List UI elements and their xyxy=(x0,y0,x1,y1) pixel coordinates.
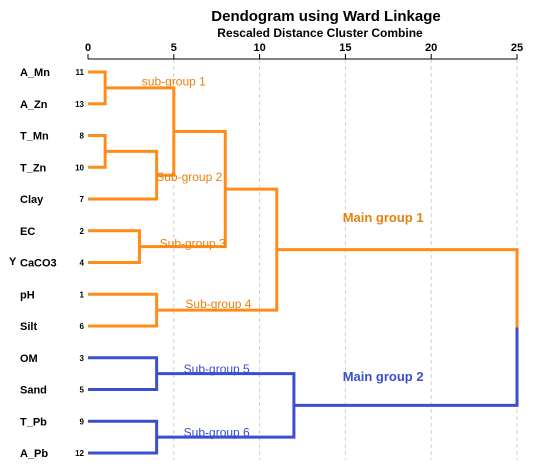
leaf-label: pH xyxy=(20,289,35,301)
leaf-case-number: 1 xyxy=(80,290,85,299)
leaf-label: A_Mn xyxy=(20,67,50,79)
group-annotation: Sub-group 5 xyxy=(184,362,250,376)
leaf-case-number: 10 xyxy=(75,163,84,172)
group-annotation: sub-group 1 xyxy=(142,75,206,89)
group-annotation: Main group 2 xyxy=(343,369,424,384)
chart-title: Dendogram using Ward Linkage xyxy=(211,8,440,25)
group-annotation: Sub-group 4 xyxy=(185,297,251,311)
leaf-case-number: 4 xyxy=(80,259,85,268)
leaf-case-number: 8 xyxy=(80,132,85,141)
x-tick-label: 15 xyxy=(339,42,351,54)
dendrogram-branches xyxy=(88,70,519,455)
leaf-case-number: 2 xyxy=(80,227,85,236)
merge-branch xyxy=(139,130,227,249)
chart-subtitle: Rescaled Distance Cluster Combine xyxy=(217,26,423,40)
merge-branch xyxy=(276,248,519,328)
leaf-label: T_Pb xyxy=(20,416,47,428)
leaf-label: T_Zn xyxy=(20,162,47,174)
leaf-label: Clay xyxy=(20,194,44,206)
leaf-case-number: 3 xyxy=(80,354,85,363)
leaf-case-number: 7 xyxy=(80,195,85,204)
group-annotation: Sub-group 2 xyxy=(156,170,222,184)
y-marker: Y xyxy=(9,256,17,268)
group-annotations: sub-group 1 Sub-group 2 Sub-group 3 Sub-gro… xyxy=(142,75,424,440)
leaf-case-number: 9 xyxy=(80,417,85,426)
leaf-case-number: 11 xyxy=(76,68,85,77)
group-annotation: Sub-group 6 xyxy=(184,425,250,439)
x-tick-label: 25 xyxy=(511,42,523,54)
leaf-label: Silt xyxy=(20,321,37,333)
merge-branch xyxy=(293,327,519,407)
leaf-label: EC xyxy=(20,226,35,238)
grid-layer xyxy=(173,59,518,460)
leaf-case-number: 13 xyxy=(75,100,84,109)
x-axis-ticks: 0 5 10 15 20 25 xyxy=(85,42,523,59)
leaf-case-number: 5 xyxy=(80,386,85,395)
leaf-label: CaCO3 xyxy=(20,258,57,270)
merge-branch xyxy=(88,70,107,106)
merge-branch xyxy=(88,134,107,169)
merge-branch xyxy=(105,86,176,177)
group-annotation: Sub-group 3 xyxy=(160,236,226,250)
merge-branch xyxy=(88,149,159,201)
leaf-case-number: 6 xyxy=(80,322,85,331)
group-annotation: Main group 1 xyxy=(343,210,424,225)
leaf-label: OM xyxy=(20,353,38,365)
merge-branch xyxy=(88,292,159,328)
leaf-case-number: 12 xyxy=(75,449,84,458)
x-tick-label: 20 xyxy=(425,42,437,54)
merge-branch xyxy=(88,356,159,391)
merge-branch xyxy=(88,229,141,264)
leaf-label: Sand xyxy=(20,385,47,397)
x-tick-label: 10 xyxy=(253,42,265,54)
leaf-label: T_Mn xyxy=(20,131,49,143)
x-tick-label: 0 xyxy=(85,42,91,54)
merge-branch xyxy=(88,419,159,455)
x-tick-label: 5 xyxy=(171,42,177,54)
leaf-label: A_Zn xyxy=(20,99,48,111)
leaf-label: A_Pb xyxy=(20,448,48,460)
